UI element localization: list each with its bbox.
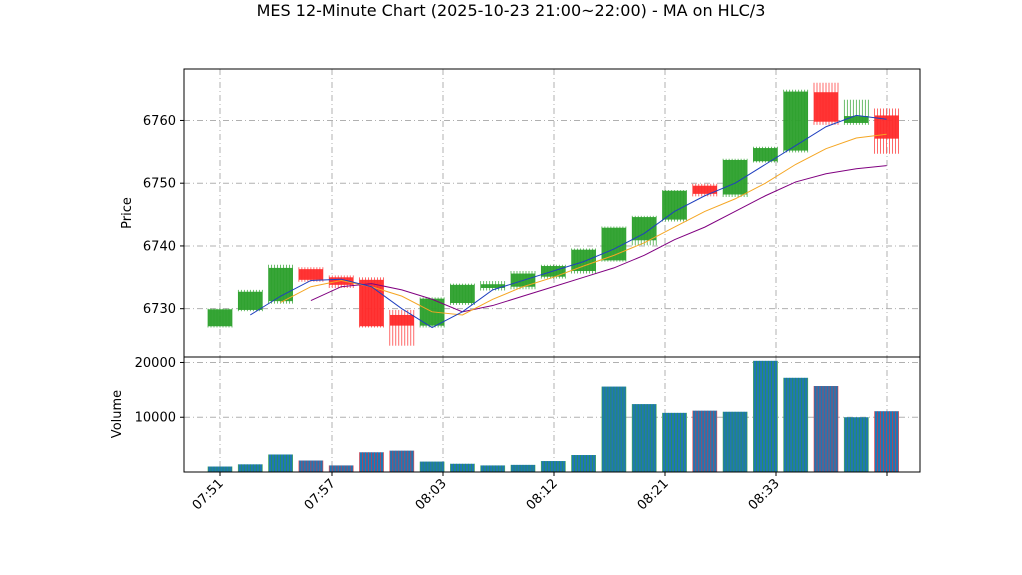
- volume-bar: [843, 417, 869, 472]
- candle-body: [359, 279, 384, 327]
- volume-bar: [510, 464, 536, 472]
- candle: [237, 289, 263, 312]
- volume-bar: [692, 410, 718, 472]
- volume-bar: [359, 452, 384, 472]
- volume-bar: [328, 465, 354, 472]
- price-grid: [184, 69, 920, 357]
- volume-bar: [540, 461, 566, 472]
- chart-title: MES 12-Minute Chart (2025-10-23 21:00~22…: [257, 1, 766, 20]
- ma-fast-line: [250, 114, 887, 329]
- moving-averages: [250, 114, 887, 329]
- candle-body: [844, 116, 869, 123]
- candle-body: [814, 92, 838, 122]
- candle-body: [480, 284, 505, 288]
- price-panel-frame: [183, 68, 921, 358]
- candle: [662, 190, 687, 222]
- volume-grid: [184, 357, 920, 472]
- candle-body: [753, 148, 778, 162]
- volume-bar: [237, 464, 263, 472]
- volume-tick-label: 20000: [135, 356, 176, 371]
- time-tick-label: 08:33: [746, 476, 783, 513]
- volume-bar: [268, 454, 294, 472]
- volume-bar: [298, 460, 324, 472]
- volume-tick-label: 10000: [135, 411, 176, 426]
- volume-axis-label: Volume: [110, 390, 125, 438]
- time-tick-label: 07:51: [190, 476, 227, 513]
- volume-axis: 10000 20000: [135, 356, 184, 426]
- volume-bar: [571, 455, 596, 472]
- candle: [753, 146, 778, 163]
- volume-bar: [783, 377, 809, 472]
- candle-body: [632, 217, 657, 241]
- candle: [783, 89, 809, 153]
- candle: [874, 108, 899, 154]
- candle-body: [692, 185, 717, 194]
- candle: [298, 267, 324, 282]
- volume-bar: [631, 404, 657, 472]
- time-tick-label: 07:57: [302, 476, 339, 513]
- price-tick-label: 6740: [143, 239, 176, 254]
- candle: [722, 158, 748, 197]
- volume-bars: [207, 360, 899, 472]
- candle: [450, 283, 475, 305]
- candle-body: [238, 291, 263, 310]
- price-tick-label: 6730: [143, 302, 176, 317]
- candle: [480, 281, 506, 291]
- volume-bar: [722, 411, 748, 472]
- price-tick-label: 6760: [143, 114, 176, 129]
- price-tick-label: 6750: [143, 177, 176, 192]
- candles: [207, 82, 899, 346]
- volume-bar: [480, 465, 506, 472]
- volume-bar: [874, 411, 899, 472]
- ma-slow-line: [310, 165, 887, 313]
- candle: [540, 264, 566, 279]
- candle: [601, 226, 627, 262]
- volume-bar: [389, 450, 415, 472]
- volume-bar: [207, 466, 233, 472]
- candle: [389, 309, 415, 346]
- candle-body: [783, 91, 808, 151]
- candle-body: [723, 159, 748, 195]
- candle: [813, 82, 839, 125]
- price-axis-label: Price: [120, 197, 135, 229]
- candle-body: [571, 249, 596, 272]
- candle: [692, 183, 718, 197]
- volume-bar: [601, 386, 627, 472]
- candle: [571, 248, 596, 274]
- volume-panel-frame: [183, 356, 921, 473]
- time-tick-label: 08:12: [524, 476, 561, 513]
- ma-mid-line: [280, 133, 887, 316]
- time-axis: 07:51 07:57 08:03 08:12 08:21 08:33: [190, 472, 888, 513]
- volume-bar: [662, 412, 687, 472]
- candle-body: [662, 190, 687, 220]
- candle: [843, 99, 869, 125]
- candle-body: [329, 277, 354, 285]
- time-tick-label: 08:21: [635, 476, 672, 513]
- candle-body: [208, 309, 232, 327]
- time-tick-label: 08:03: [413, 476, 450, 513]
- volume-bar: [449, 463, 475, 472]
- candle: [631, 215, 657, 246]
- candle: [207, 308, 233, 328]
- volume-bar: [419, 461, 445, 472]
- volume-bar: [753, 360, 778, 472]
- candle-body: [874, 115, 899, 139]
- candle-body: [298, 269, 323, 280]
- volume-bar: [813, 386, 839, 472]
- candle-body: [450, 284, 475, 304]
- price-axis: 6730 6740 6750 6760: [143, 114, 184, 317]
- candle-body: [389, 314, 414, 326]
